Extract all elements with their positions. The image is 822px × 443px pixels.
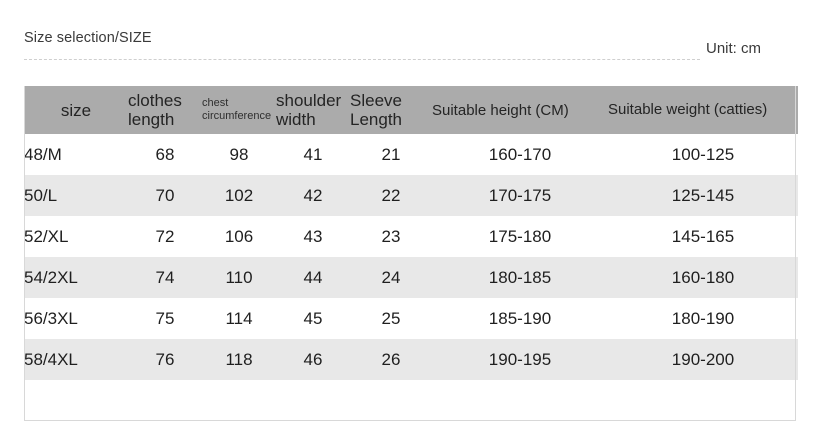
- cell-heigh: 180-185: [488, 267, 552, 287]
- cell-shoul: 45: [303, 308, 323, 328]
- size-selection-title: Size selection/SIZE: [24, 30, 152, 46]
- cell-heigh: 185-190: [488, 308, 552, 328]
- cell-sleev: 24: [381, 267, 401, 287]
- cell-blank-size: [24, 380, 128, 422]
- cell-chest: 110: [225, 267, 253, 287]
- cell-cloth: 75: [155, 308, 175, 328]
- cell-weigh: 190-200: [671, 349, 735, 369]
- table-body: 48/M 68 98 41 21 160-170 100-125 50/L 70 102 42 22 1…: [24, 134, 798, 422]
- cell-heigh: 190-195: [488, 349, 552, 369]
- cell-shoul: 42: [303, 185, 323, 205]
- dashed-divider: [24, 59, 700, 60]
- cell-cloth: 70: [155, 185, 175, 205]
- cell-sleev: 25: [381, 308, 401, 328]
- cell-size: 56/3XL: [24, 308, 78, 328]
- cell-chest: 102: [224, 185, 254, 205]
- cell-chest: 118: [225, 349, 253, 369]
- cell-shoul: 44: [303, 267, 323, 287]
- column-header-clothes-length: clothes length: [128, 91, 182, 129]
- cell-sleev: 22: [381, 185, 401, 205]
- table-row: 48/M 68 98 41 21 160-170 100-125: [24, 134, 798, 175]
- cell-sleev: 26: [381, 349, 401, 369]
- cell-blank-shoul: [276, 380, 350, 422]
- table-row: 58/4XL 76 118 46 26 190-195 190-200: [24, 339, 798, 380]
- table-row-blank: [24, 380, 798, 422]
- cell-heigh: 170-175: [488, 185, 552, 205]
- cell-chest: 98: [229, 144, 249, 164]
- table-header: size clothes length chest circumference …: [24, 86, 798, 134]
- cell-weigh: 160-180: [671, 267, 735, 287]
- table-row: 56/3XL 75 114 45 25 185-190 180-190: [24, 298, 798, 339]
- table-row: 54/2XL 74 110 44 24 180-185 160-180: [24, 257, 798, 298]
- cell-sleev: 23: [381, 226, 401, 246]
- table-row: 52/XL 72 106 43 23 175-180 145-165: [24, 216, 798, 257]
- column-header-suitable-weight: Suitable weight (catties): [608, 101, 768, 118]
- column-header-size: size: [60, 100, 92, 120]
- cell-heigh: 175-180: [488, 226, 552, 246]
- cell-cloth: 68: [155, 144, 175, 164]
- cell-shoul: 46: [303, 349, 323, 369]
- column-header-sleeve-length: Sleeve Length: [350, 91, 402, 129]
- cell-weigh: 100-125: [671, 144, 735, 164]
- table-row: 50/L 70 102 42 22 170-175 125-145: [24, 175, 798, 216]
- unit-label: Unit: cm: [706, 40, 762, 57]
- cell-heigh: 160-170: [488, 144, 552, 164]
- cell-blank-chest: [202, 380, 276, 422]
- size-table: size clothes length chest circumference …: [24, 86, 798, 422]
- cell-shoul: 41: [303, 144, 323, 164]
- column-header-suitable-height: Suitable height (CM): [432, 101, 569, 119]
- cell-size: 52/XL: [24, 226, 69, 246]
- cell-blank-cloth: [128, 380, 202, 422]
- cell-cloth: 76: [155, 349, 175, 369]
- cell-blank-weigh: [608, 380, 798, 422]
- cell-cloth: 74: [155, 267, 175, 287]
- size-table-wrap: size clothes length chest circumference …: [24, 86, 798, 422]
- cell-cloth: 72: [155, 226, 175, 246]
- cell-weigh: 145-165: [671, 226, 735, 246]
- cell-chest: 114: [225, 308, 253, 328]
- cell-blank-heigh: [432, 380, 608, 422]
- caption-bar: Size selection/SIZE Unit: cm: [0, 30, 822, 70]
- column-header-shoulder-width: shoulder width: [276, 91, 342, 129]
- cell-size: 48/M: [24, 144, 62, 164]
- cell-weigh: 180-190: [671, 308, 735, 328]
- cell-shoul: 43: [303, 226, 323, 246]
- header-row: size clothes length chest circumference …: [24, 86, 798, 134]
- cell-chest: 106: [224, 226, 254, 246]
- cell-size: 58/4XL: [24, 349, 78, 369]
- cell-weigh: 125-145: [671, 185, 735, 205]
- column-header-chest-circumference: chest circumference: [202, 97, 272, 122]
- cell-sleev: 21: [381, 144, 401, 164]
- cell-size: 50/L: [24, 185, 58, 205]
- cell-size: 54/2XL: [24, 267, 78, 287]
- cell-blank-sleev: [350, 380, 432, 422]
